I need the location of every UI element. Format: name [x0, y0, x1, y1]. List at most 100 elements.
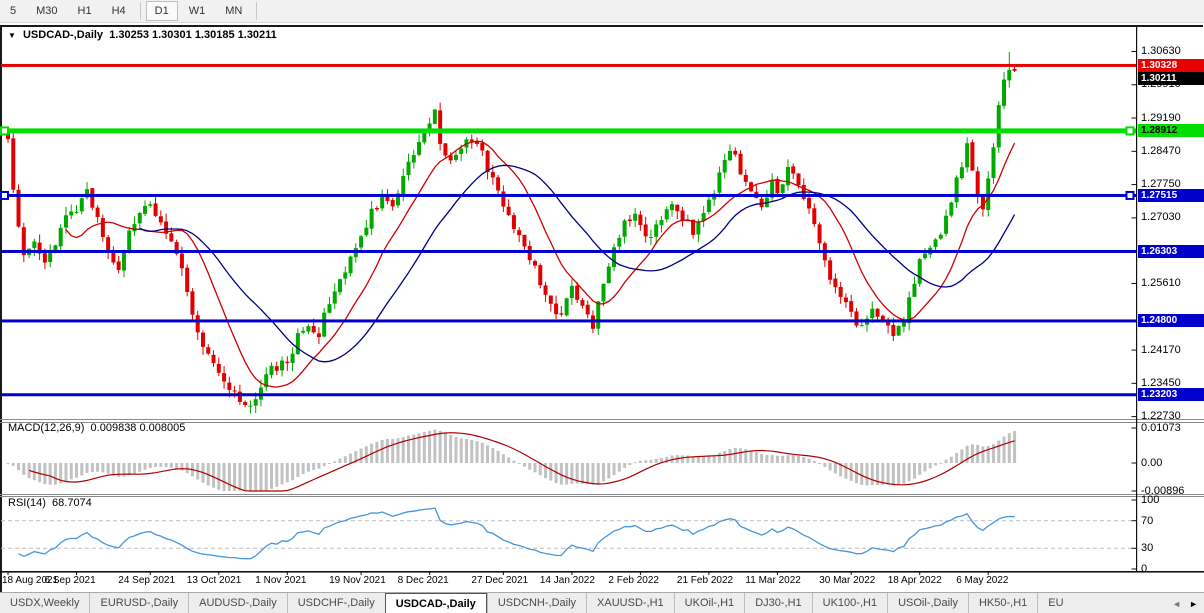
macd-histogram-bar — [233, 463, 237, 491]
macd-histogram-bar — [665, 456, 669, 463]
timeframe-button-mn[interactable]: MN — [225, 5, 243, 17]
candle-body — [453, 154, 458, 160]
candle-wick — [560, 306, 562, 317]
candle-body — [264, 374, 269, 388]
candle-body — [807, 197, 812, 209]
chart-tab-uk100-h1[interactable]: UK100-,H1 — [811, 593, 887, 613]
candle-wick — [676, 204, 678, 220]
price-axis-line — [1136, 27, 1138, 572]
date-tick-mark — [502, 571, 504, 575]
macd-histogram-bar — [301, 463, 305, 475]
macd-histogram-bar — [338, 458, 342, 463]
candle-body — [364, 227, 369, 236]
macd-histogram-bar — [438, 430, 442, 463]
support-line[interactable] — [1, 393, 1137, 397]
macd-histogram-bar — [507, 457, 511, 463]
candle-body — [965, 143, 970, 168]
candle-body — [179, 253, 184, 269]
macd-histogram-bar — [733, 447, 737, 463]
date-tick-mark — [776, 571, 778, 575]
macd-histogram-bar — [970, 444, 974, 463]
macd-histogram-bar — [106, 463, 110, 474]
chart-tab-usdcnh-daily[interactable]: USDCNH-,Daily — [486, 593, 586, 613]
support-line[interactable] — [1, 128, 1137, 134]
timeframe-button-h1[interactable]: H1 — [77, 5, 92, 17]
candle-body — [11, 138, 16, 190]
macd-histogram-bar — [17, 463, 21, 471]
date-tick-mark — [286, 571, 288, 575]
candle-body — [675, 204, 680, 212]
macd-histogram-bar — [965, 445, 969, 463]
macd-histogram-bar — [143, 463, 147, 470]
chart-tab-xauusd-h1[interactable]: XAUUSD-,H1 — [586, 593, 674, 613]
candle-body — [295, 333, 300, 355]
axis-tick-mark — [1131, 547, 1137, 549]
chart-collapse-caret-icon[interactable]: ▼ — [8, 31, 16, 40]
macd-histogram-bar — [164, 463, 168, 468]
chart-tab-usdchf-daily[interactable]: USDCHF-,Daily — [286, 593, 385, 613]
chart-tab-hk50-h1[interactable]: HK50-,H1 — [967, 593, 1037, 613]
chart-tab-eu[interactable]: EU — [1037, 593, 1073, 613]
candle-body — [348, 256, 353, 274]
resistance-line[interactable] — [1, 63, 1137, 67]
macd-histogram-bar — [580, 463, 584, 484]
candle-body — [996, 105, 1001, 148]
macd-histogram-bar — [939, 462, 943, 464]
candle-body — [290, 353, 295, 364]
macd-histogram-bar — [638, 460, 642, 463]
chart-tab-dj30-h1[interactable]: DJ30-,H1 — [744, 593, 811, 613]
candle-body — [533, 260, 537, 266]
candle-body — [680, 210, 685, 222]
macd-histogram-bar — [533, 463, 537, 473]
support-line[interactable] — [1, 319, 1137, 323]
chart-tab-eurusd-daily[interactable]: EURUSD-,Daily — [89, 593, 188, 613]
support-line[interactable] — [1, 249, 1137, 253]
macd-histogram-bar — [876, 463, 880, 485]
timeframe-button-5[interactable]: 5 — [10, 5, 17, 17]
candle-body — [164, 221, 169, 234]
panel-separator — [0, 496, 1204, 497]
chart-tab-usoil-daily[interactable]: USOil-,Daily — [887, 593, 968, 613]
macd-histogram-bar — [728, 449, 732, 463]
macd-histogram-bar — [138, 463, 142, 472]
chart-tab-usdcad-daily[interactable]: USDCAD-,Daily — [384, 593, 487, 613]
macd-histogram-bar — [80, 463, 84, 476]
macd-histogram-bar — [496, 450, 500, 463]
macd-histogram-bar — [433, 429, 437, 463]
macd-histogram-bar — [185, 463, 189, 474]
panel-separator — [0, 494, 1204, 495]
candle-body — [169, 233, 174, 242]
macd-histogram-bar — [407, 435, 411, 463]
date-tick-mark — [987, 571, 989, 575]
candle-body — [601, 283, 606, 302]
macd-histogram-bar — [275, 463, 279, 487]
macd-histogram-bar — [807, 458, 811, 463]
candle-body — [554, 303, 559, 315]
macd-histogram-bar — [754, 452, 758, 463]
candle-body — [216, 363, 221, 373]
chart-tab-ukoil-h1[interactable]: UKOil-,H1 — [673, 593, 745, 613]
macd-histogram-bar — [180, 463, 184, 471]
chart-tab-usdx-weekly[interactable]: USDX,Weekly — [10, 597, 80, 609]
macd-histogram-bar — [686, 455, 690, 463]
macd-histogram-bar — [475, 441, 479, 463]
tab-scroll-left-icon[interactable]: ◄ — [1172, 598, 1182, 609]
timeframe-button-d1[interactable]: D1 — [145, 1, 178, 21]
date-tick-mark — [360, 571, 362, 575]
chart-tab-audusd-daily[interactable]: AUDUSD-,Daily — [188, 593, 287, 613]
timeframe-button-w1[interactable]: W1 — [188, 5, 206, 17]
macd-histogram-bar — [270, 463, 273, 489]
support-line[interactable] — [1, 193, 1137, 197]
macd-histogram-bar — [944, 459, 948, 463]
candle-body — [417, 141, 422, 155]
timeframe-button-m30[interactable]: M30 — [36, 5, 58, 17]
macd-histogram-bar — [132, 463, 136, 474]
timeframe-button-h4[interactable]: H4 — [111, 5, 126, 17]
axis-tick-mark — [1131, 490, 1137, 492]
toolbar-separator — [256, 2, 258, 20]
date-tick-mark — [149, 571, 151, 575]
tab-scroll-right-icon[interactable]: ► — [1189, 598, 1198, 609]
candle-body — [280, 360, 285, 371]
candle-body — [896, 325, 901, 336]
